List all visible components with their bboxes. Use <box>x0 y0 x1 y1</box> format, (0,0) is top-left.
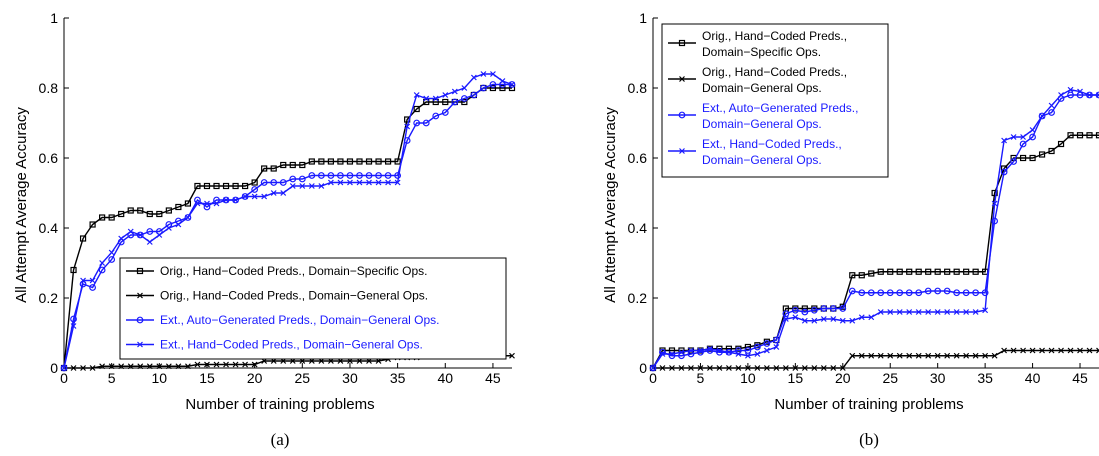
y-tick-label: 0.8 <box>39 80 59 96</box>
x-tick-label: 10 <box>740 370 756 386</box>
x-tick-label: 25 <box>295 370 311 386</box>
data-point <box>109 250 114 255</box>
y-tick-label: 0 <box>50 360 58 376</box>
data-point <box>157 233 162 238</box>
legend-item: Ext., Auto−Generated Preds., Domain−Gene… <box>126 313 440 327</box>
chart-panel-b: All Attempt Average Accuracy Number of t… <box>602 10 1099 449</box>
legend: Orig., Hand−Coded Preds., Domain−Specifi… <box>120 258 506 359</box>
x-tick-label: 40 <box>437 370 453 386</box>
panel-caption: (a) <box>271 430 290 449</box>
data-point <box>1059 93 1064 98</box>
x-tick-label: 30 <box>342 370 358 386</box>
legend-label: Ext., Auto−Generated Preds., Domain−Gene… <box>160 313 440 327</box>
y-axis-label: All Attempt Average Accuracy <box>602 107 619 303</box>
data-point <box>119 236 124 241</box>
x-axis-label: Number of training problems <box>185 396 374 413</box>
y-tick-label: 0.4 <box>628 220 648 236</box>
x-tick-label: 25 <box>882 370 898 386</box>
y-tick-label: 0.4 <box>39 220 59 236</box>
y-tick-label: 0.2 <box>628 290 648 306</box>
x-tick-label: 15 <box>199 370 215 386</box>
x-tick-label: 35 <box>977 370 993 386</box>
panel-caption: (b) <box>859 430 879 449</box>
legend: Orig., Hand−Coded Preds., Domain−Specific… <box>662 24 888 177</box>
x-tick-label: 15 <box>788 370 804 386</box>
x-tick-label: 5 <box>697 370 705 386</box>
data-point <box>1049 103 1054 108</box>
x-tick-label: 0 <box>649 370 657 386</box>
x-tick-label: 20 <box>247 370 263 386</box>
y-tick-label: 1 <box>50 10 58 26</box>
x-tick-label: 35 <box>390 370 406 386</box>
legend-item: Orig., Hand−Coded Preds., Domain−Specifi… <box>126 264 427 278</box>
x-tick-label: 10 <box>152 370 168 386</box>
legend-label: Orig., Hand−Coded Preds., Domain−Specifi… <box>160 264 427 278</box>
x-axis-label: Number of training problems <box>774 396 963 413</box>
x-tick-label: 20 <box>835 370 851 386</box>
x-tick-label: 0 <box>60 370 68 386</box>
legend-item: Orig., Hand−Coded Preds., Domain−General… <box>126 289 428 303</box>
legend-label: Ext., Hand−Coded Preds., Domain−General … <box>160 338 423 352</box>
x-tick-label: 30 <box>930 370 946 386</box>
y-tick-label: 0.2 <box>39 290 59 306</box>
x-tick-label: 5 <box>108 370 116 386</box>
data-point <box>1030 128 1035 133</box>
x-tick-label: 45 <box>1072 370 1088 386</box>
legend-item: Ext., Hand−Coded Preds., Domain−General … <box>126 338 423 352</box>
legend-label: Orig., Hand−Coded Preds., Domain−General… <box>160 289 428 303</box>
data-point <box>100 261 105 266</box>
y-tick-label: 1 <box>639 10 647 26</box>
data-point <box>147 240 152 245</box>
y-tick-label: 0.8 <box>628 80 648 96</box>
y-tick-label: 0 <box>639 360 647 376</box>
y-axis-label: All Attempt Average Accuracy <box>13 107 30 303</box>
y-tick-label: 0.6 <box>39 150 59 166</box>
x-tick-label: 45 <box>485 370 501 386</box>
plot-area: 00.20.40.60.810 5 10 15 20 25 30 35 40 45Orig., H… <box>39 10 515 386</box>
y-tick-label: 0.6 <box>628 150 648 166</box>
chart-panel-a: All Attempt Average Accuracy Number of t… <box>13 10 515 449</box>
x-tick-label: 40 <box>1025 370 1041 386</box>
